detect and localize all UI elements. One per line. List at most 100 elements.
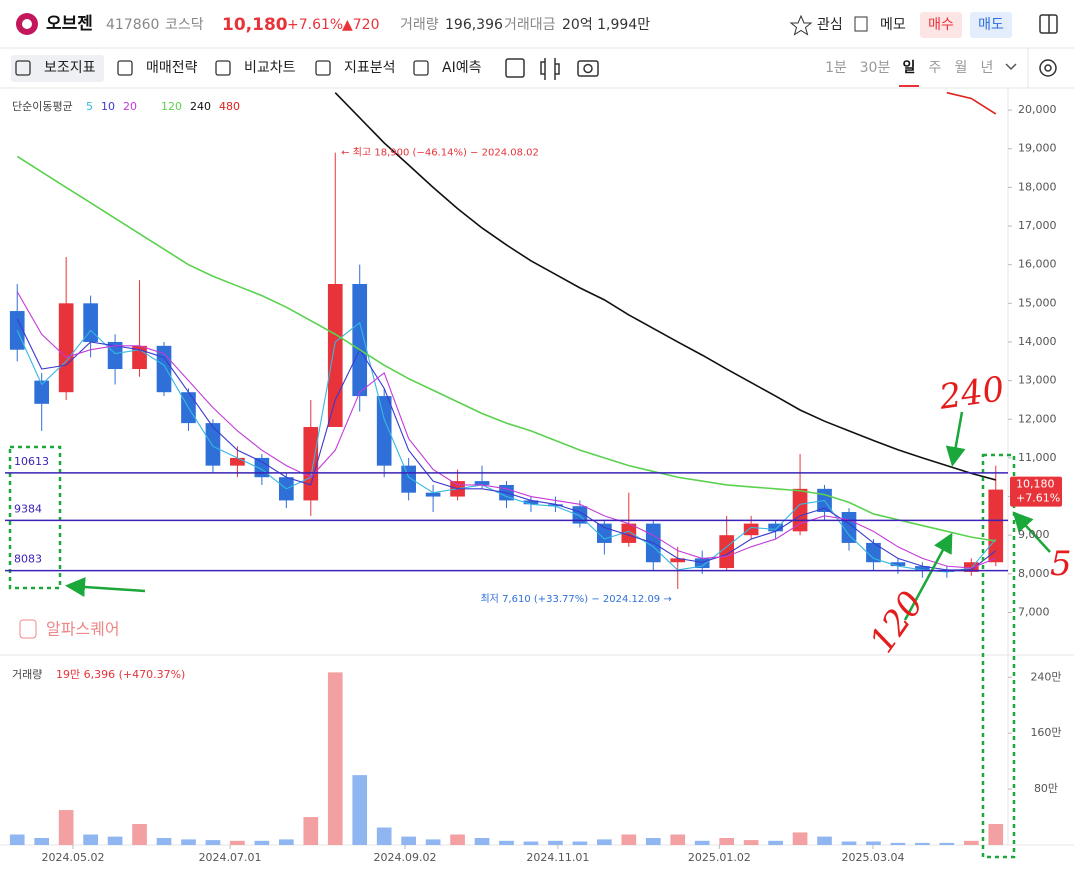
candle-body [83, 303, 98, 342]
arrow [903, 532, 953, 621]
volume-bar [915, 842, 930, 845]
level-label: 10613 [14, 455, 49, 468]
y-tick-label: 18,000 [1018, 180, 1057, 193]
x-tick-label: 2024.09.02 [373, 851, 436, 864]
volume-bar [694, 840, 710, 845]
candle-body [866, 542, 881, 563]
y-tick-label: 12,000 [1018, 412, 1057, 425]
y-tick-label: 13,000 [1018, 374, 1057, 387]
volume-bar [181, 839, 196, 845]
volume-bar [278, 839, 294, 845]
volume-bar [743, 840, 759, 845]
sell-button[interactable]: 매도 [978, 17, 1004, 33]
amount-label: 거래대금 [504, 17, 556, 33]
volume-title: 거래량 [12, 668, 42, 681]
candle-body [327, 284, 343, 427]
x-tick-label: 2024.05.02 [42, 851, 105, 864]
volume-bar [866, 841, 881, 845]
ma-line [334, 92, 996, 481]
candle-body [230, 457, 245, 466]
period-button[interactable]: 년 [981, 60, 994, 76]
volume-bar [841, 841, 857, 845]
legend-item: 20 [123, 100, 137, 113]
arrow [945, 411, 966, 467]
camera-lens [583, 63, 593, 74]
memo-icon[interactable] [854, 16, 868, 32]
candle-tool[interactable] [540, 58, 560, 80]
watch-button[interactable]: 관심 [817, 17, 843, 33]
ma-line [16, 155, 996, 542]
candle-body [621, 523, 637, 543]
candle-body [890, 562, 906, 567]
volume-bar [230, 840, 245, 845]
settings-button[interactable] [1039, 59, 1057, 77]
volume-bar [107, 836, 123, 845]
tool-icon[interactable] [413, 60, 429, 76]
tool-button[interactable]: 매매전략 [146, 60, 198, 76]
legend-item: 5 [86, 100, 93, 113]
period-more[interactable] [1005, 63, 1017, 71]
volume-bar [303, 817, 319, 845]
high-note: ← 최고 18,900 (−46.14%) − 2024.08.02 [341, 147, 539, 159]
period-button[interactable]: 주 [929, 60, 942, 76]
volume-bar [817, 836, 832, 845]
price: 10,180 [222, 15, 288, 35]
dashed-box [8, 445, 62, 590]
legend-item: 120 [161, 100, 182, 113]
volume-bar [401, 836, 416, 845]
last-change: +7.61% [1016, 492, 1060, 505]
tool-button[interactable]: AI예측 [442, 60, 482, 76]
volume-bar [719, 838, 735, 845]
buy-button-bg[interactable] [920, 12, 962, 38]
volume-bar [768, 840, 783, 845]
volume-bar [499, 840, 514, 845]
buy-button[interactable]: 매수 [928, 17, 954, 33]
period-button[interactable]: 월 [955, 60, 968, 76]
volume-bar [156, 838, 172, 845]
period-button[interactable]: 30분 [860, 60, 891, 76]
candle-body [156, 345, 172, 393]
candle-body [963, 562, 979, 572]
tool-button[interactable]: 보조지표 [44, 60, 96, 76]
y-tick-label: 9,000 [1018, 528, 1050, 541]
star-icon[interactable] [789, 14, 813, 36]
settings-center [1044, 64, 1052, 72]
memo-button[interactable]: 메모 [880, 17, 906, 33]
period-button[interactable]: 1분 [825, 60, 847, 76]
tool-icon[interactable] [15, 60, 31, 76]
watermark: 알파스퀘어 [46, 620, 120, 639]
volume-bar [670, 834, 686, 845]
candle-body [303, 426, 319, 501]
volume-bar [572, 841, 588, 845]
x-tick-label: 2025.03.04 [841, 851, 904, 864]
market: 코스닥 [165, 17, 204, 33]
sell-button-bg[interactable] [970, 12, 1012, 38]
tool-button[interactable]: 지표분석 [344, 60, 396, 76]
camera-tool[interactable] [577, 60, 599, 77]
tool-icon[interactable] [315, 60, 331, 76]
volume-bar [890, 842, 906, 845]
last-price-tag [1010, 476, 1062, 507]
candle-body [352, 284, 368, 397]
candle-body [376, 396, 392, 466]
box-tool[interactable] [505, 58, 525, 78]
y-tick-label: 80만 [1034, 782, 1058, 795]
tool-icon[interactable] [215, 60, 231, 76]
y-tick-label: 11,000 [1018, 451, 1057, 464]
volume-bar [254, 840, 270, 845]
stock-code: 417860 [106, 17, 159, 33]
tool-button[interactable]: 비교차트 [244, 60, 296, 76]
y-tick-label: 16,000 [1018, 258, 1057, 271]
volume-bar [425, 839, 441, 845]
y-tick-label: 19,000 [1018, 142, 1057, 155]
candle-body [523, 500, 539, 505]
tool-icon[interactable] [117, 60, 133, 76]
level-label: 8083 [14, 553, 42, 566]
level-label: 9384 [14, 502, 42, 515]
candle-body [597, 523, 612, 543]
candle-body [768, 523, 783, 532]
period-button[interactable]: 일 [903, 60, 916, 76]
volume-bar [58, 810, 74, 845]
volume-summary: 19만 6,396 (+470.37%) [56, 668, 185, 681]
legend-title: 단순이동평균 [12, 100, 73, 113]
